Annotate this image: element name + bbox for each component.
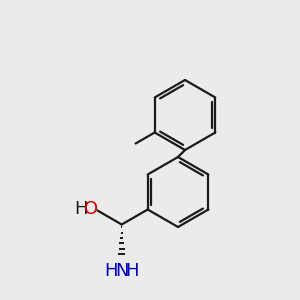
- Text: H: H: [75, 200, 88, 217]
- Text: O: O: [84, 200, 98, 217]
- Text: H: H: [125, 262, 139, 280]
- Text: N: N: [115, 262, 128, 280]
- Text: H: H: [104, 262, 118, 280]
